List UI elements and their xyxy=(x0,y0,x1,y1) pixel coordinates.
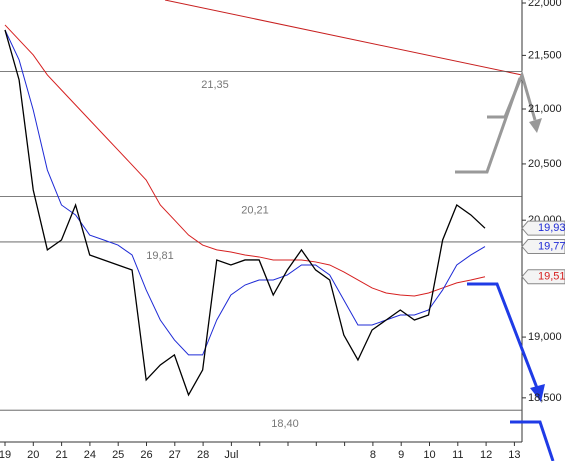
x-tick-label: 26 xyxy=(140,449,152,461)
arrow-path xyxy=(487,70,537,121)
x-tick-label: 24 xyxy=(84,449,96,461)
arrow-head xyxy=(530,384,545,402)
trend-line xyxy=(164,0,523,76)
price-tag-label: 19,77 xyxy=(538,240,565,252)
x-tick-label: Jul xyxy=(224,449,238,461)
level-label: 20,21 xyxy=(241,204,269,216)
y-tick-label: 21,000 xyxy=(528,103,562,115)
arrow-head xyxy=(529,118,542,133)
x-tick-label: 20 xyxy=(27,449,39,461)
y-tick-label: 20,500 xyxy=(528,158,562,170)
series-line xyxy=(4,24,486,297)
series-line xyxy=(4,29,486,356)
arrow-path xyxy=(510,420,555,461)
x-tick-label: 10 xyxy=(423,449,435,461)
price-tag xyxy=(521,220,565,236)
level-label: 18,40 xyxy=(271,418,299,430)
x-tick-label: 25 xyxy=(112,449,124,461)
arrow-path xyxy=(455,77,522,174)
y-tick-label: 22,000 xyxy=(528,0,562,9)
series-line xyxy=(4,29,486,397)
arrow-path xyxy=(467,282,539,389)
y-tick-label: 19,000 xyxy=(528,331,562,343)
x-tick-label: 13 xyxy=(508,449,520,461)
x-tick-label: 21 xyxy=(55,449,67,461)
level-label: 21,35 xyxy=(201,79,229,91)
x-tick-label: 19 xyxy=(0,449,11,461)
price-tag-label: 19,51 xyxy=(538,271,565,283)
level-label: 19,81 xyxy=(146,250,174,262)
price-tag xyxy=(521,239,565,255)
x-tick-label: 27 xyxy=(169,449,181,461)
x-tick-label: 11 xyxy=(452,449,463,461)
x-tick-label: 12 xyxy=(480,449,492,461)
price-tag xyxy=(521,269,565,285)
price-tag-label: 19,93 xyxy=(538,222,565,234)
y-tick-label: 21,500 xyxy=(528,49,562,61)
x-tick-label: 28 xyxy=(197,449,209,461)
x-tick-label: 9 xyxy=(398,449,404,461)
x-tick-label: 8 xyxy=(370,449,376,461)
y-tick-label: 18,500 xyxy=(528,392,562,404)
